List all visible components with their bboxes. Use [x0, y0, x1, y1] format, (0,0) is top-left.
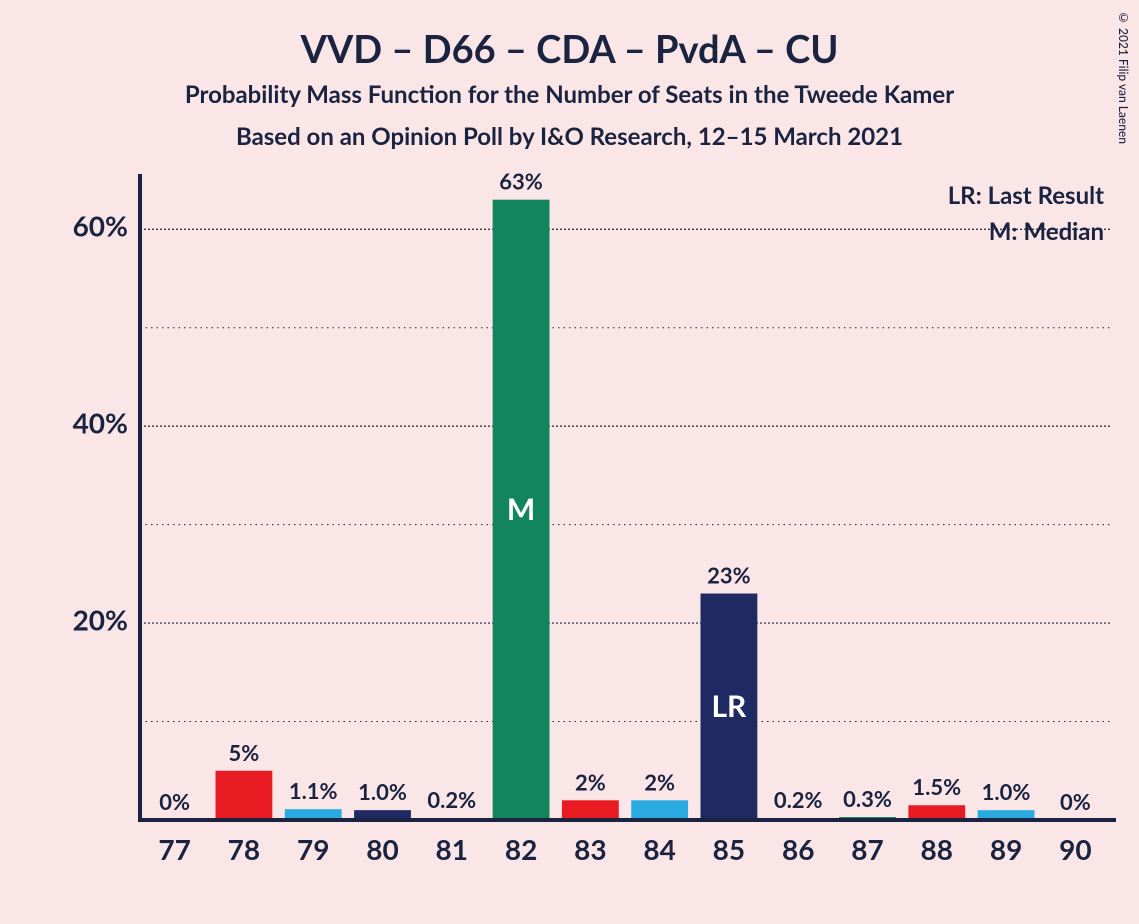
x-axis-tick-label: 79: [297, 832, 329, 866]
bar-value-label: 63%: [499, 170, 543, 195]
x-axis-tick-label: 83: [574, 832, 606, 866]
x-axis-tick-label: 90: [1059, 832, 1091, 866]
bar: [216, 771, 273, 820]
bar-value-label: 5%: [229, 739, 260, 766]
x-axis-tick-label: 86: [782, 832, 814, 866]
bar-value-label: 0%: [1060, 788, 1091, 815]
bar: [631, 800, 688, 820]
bar-value-label: 0.2%: [774, 786, 823, 813]
x-axis-tick-label: 82: [505, 832, 537, 866]
y-axis-tick-label: 40%: [73, 405, 128, 439]
bar-value-label: 1.0%: [358, 778, 407, 805]
x-axis-tick-label: 89: [990, 832, 1022, 866]
bar-marker-label: M: [507, 491, 535, 527]
x-axis-tick-label: 85: [713, 832, 745, 866]
legend-last-result: LR: Last Result: [948, 181, 1104, 210]
bar-value-label: 2%: [575, 768, 606, 795]
x-axis-tick-label: 78: [228, 832, 260, 866]
x-axis-tick-label: 88: [921, 832, 953, 866]
y-axis-tick-label: 60%: [73, 208, 128, 242]
bar-value-label: 0.2%: [427, 786, 476, 813]
chart-area: 20% 40% 60% 0% 77 5% 78 1.1% 79 1.0% 80 0.2% 81 63% M 8…: [60, 170, 1120, 870]
chart-title: VVD – D66 – CDA – PvdA – CU: [0, 26, 1139, 72]
bar: [908, 805, 965, 820]
bar-value-label: 1.1%: [289, 777, 338, 804]
chart-subtitle-2: Based on an Opinion Poll by I&O Research…: [0, 122, 1139, 151]
x-axis-tick-label: 84: [643, 832, 675, 866]
bar-value-label: 2%: [644, 768, 675, 795]
x-axis-tick-label: 77: [158, 832, 190, 866]
y-axis-tick-label: 20%: [73, 602, 128, 636]
copyright-notice: © 2021 Filip van Laenen: [1116, 10, 1131, 144]
legend-median: M: Median: [989, 217, 1104, 246]
x-axis-tick-label: 81: [436, 832, 468, 866]
chart-svg: 20% 40% 60% 0% 77 5% 78 1.1% 79 1.0% 80 0.2% 81 63% M 8…: [60, 170, 1120, 870]
bar-value-label: 23%: [707, 562, 751, 589]
chart-subtitle-1: Probability Mass Function for the Number…: [0, 80, 1139, 109]
bar-value-label: 1.5%: [912, 773, 961, 800]
bar-value-label: 0%: [159, 788, 190, 815]
x-axis-tick-label: 80: [366, 832, 398, 866]
bar-value-label: 0.3%: [843, 785, 892, 812]
bar-value-label: 1.0%: [982, 778, 1031, 805]
x-axis-tick-label: 87: [851, 832, 883, 866]
bar-marker-label: LR: [711, 688, 747, 724]
bar: [562, 800, 619, 820]
